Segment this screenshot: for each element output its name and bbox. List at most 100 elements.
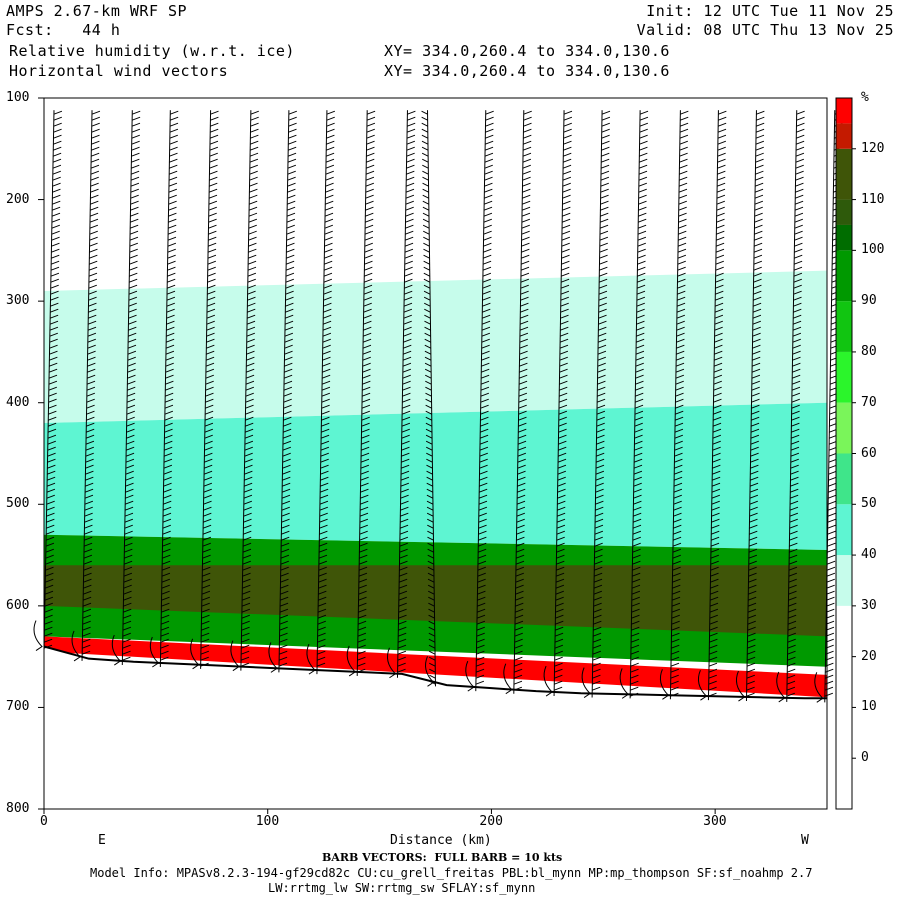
wind-barbs (33, 110, 843, 703)
barb-surface-curl (346, 645, 356, 677)
wind-barb-column (71, 110, 101, 662)
barb-flags (513, 110, 532, 691)
barb-flags (278, 110, 297, 667)
y-tick-label: 200 (6, 191, 30, 207)
barb-surface-curl (149, 636, 160, 668)
wind-barb-column (697, 110, 727, 701)
colorbar-tick-label: 10 (861, 699, 877, 715)
colorbar-bin (836, 504, 852, 556)
barb-flags (240, 110, 259, 667)
barb-shaft (81, 110, 93, 661)
y-tick-label: 600 (6, 597, 30, 613)
rh-layer-mid-level (44, 402, 827, 550)
barb-surface-curl (543, 665, 553, 697)
x-tick-label: 0 (40, 814, 48, 829)
barb-shaft (121, 110, 133, 666)
terrain-mask (44, 646, 827, 809)
colorbar-bin (836, 351, 852, 403)
barb-flags (746, 110, 765, 697)
barb-flags (200, 110, 219, 667)
colorbar-bin (836, 148, 852, 200)
barb-shaft (159, 110, 171, 668)
y-tick-label: 700 (6, 699, 30, 715)
barb-surface-curl (735, 670, 746, 702)
forecast-hour: Fcst: 44 h (6, 21, 121, 39)
wind-barb-column (33, 110, 63, 651)
barb-flags (397, 110, 416, 673)
colorbar-tick-label: 40 (861, 547, 877, 563)
colorbar-tick-label: 100 (861, 242, 885, 258)
terrain (43, 645, 827, 809)
field-title: Relative humidity (w.r.t. ice) (9, 42, 295, 60)
barb-note: BARB VECTORS: FULL BARB = 10 kts (322, 851, 563, 864)
wind-barb-column (543, 110, 573, 697)
model-info-2: LW:rrtmg_lw SW:rrtmg_sw SFLAY:sf_mynn (268, 881, 536, 895)
barb-shaft (745, 110, 757, 702)
field-subtitle: Horizontal wind vectors (9, 62, 229, 80)
valid-time: Valid: 08 UTC Thu 13 Nov 25 (636, 21, 894, 39)
barb-shaft (786, 110, 798, 702)
colorbar-tick-label: 60 (861, 445, 877, 461)
init-time: Init: 12 UTC Tue 11 Nov 25 (646, 2, 894, 20)
barb-surface-curl (306, 643, 316, 675)
wind-barb-column (465, 110, 494, 692)
y-tick-label: 500 (6, 496, 30, 512)
model-title: AMPS 2.67-km WRF SP (6, 2, 188, 20)
barb-flags (357, 110, 376, 673)
colorbar-bin (836, 301, 852, 352)
barb-surface-curl (503, 663, 513, 695)
barb-flags (592, 110, 611, 691)
wind-barb-column (190, 110, 219, 670)
barb-flags (708, 110, 727, 697)
model-info: Model Info: MPASv8.2.3-194-gf29cd82c CU:… (90, 866, 813, 880)
wind-barb-column (346, 110, 376, 677)
barb-shaft (629, 110, 641, 699)
barb-surface-curl (776, 671, 786, 703)
barb-shaft (591, 110, 603, 698)
barb-surface-curl (268, 642, 278, 673)
terrain-surface-line (43, 645, 827, 700)
x-right-end-label: W (801, 833, 809, 848)
colorbar-tick-label: 30 (861, 597, 877, 613)
colorbar-bin (836, 605, 852, 809)
barb-surface-curl (425, 656, 435, 687)
colorbar-bin (836, 402, 852, 454)
barb-surface-curl (387, 647, 397, 679)
wind-barb-column (149, 110, 179, 668)
colorbar-bin (836, 199, 852, 225)
barb-surface-curl (619, 668, 629, 699)
barb-flags (160, 110, 179, 661)
barb-shaft (43, 110, 55, 651)
barb-shaft (396, 110, 408, 678)
colorbar-tick-label: 0 (861, 750, 869, 766)
colorbar-bin (836, 123, 852, 149)
wind-barb-column (581, 110, 611, 698)
wind-barb-column (387, 110, 416, 679)
colorbar-tick-label: 110 (861, 191, 885, 207)
x-tick-label: 200 (479, 814, 503, 829)
barb-surface-curl (71, 630, 81, 662)
barb-surface-curl (230, 640, 240, 672)
y-tick-label: 300 (6, 293, 30, 309)
x-left-end-label: E (98, 833, 106, 848)
barb-surface-curl (814, 672, 824, 703)
barb-flags (421, 110, 436, 685)
barb-flags (786, 110, 805, 697)
wind-barb-column (111, 110, 141, 666)
wind-barb-column (735, 110, 765, 702)
colorbar (835, 97, 856, 810)
colorbar-bin (836, 250, 852, 302)
colorbar-bin (836, 453, 852, 505)
barb-flags (81, 110, 101, 655)
barb-shaft (707, 110, 719, 701)
x-axis-title: Distance (km) (390, 833, 492, 848)
barb-flags (43, 110, 63, 649)
barb-surface-curl (659, 669, 670, 700)
y-tick-label: 800 (6, 801, 30, 816)
colorbar-bin (836, 555, 852, 606)
colorbar-tick-label: 70 (861, 394, 877, 410)
barb-flags (630, 110, 649, 697)
barb-shaft (553, 110, 565, 697)
rh-layer-upper-level (44, 270, 827, 424)
